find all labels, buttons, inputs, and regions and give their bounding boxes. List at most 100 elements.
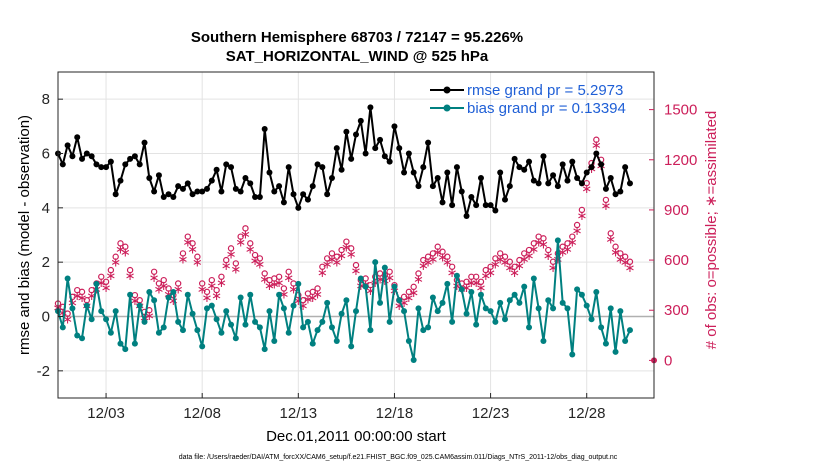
obs-possible-point — [112, 253, 119, 260]
rmse-point — [401, 169, 408, 176]
rmse-point — [530, 177, 537, 184]
rmse-point — [98, 164, 105, 171]
rmse-point — [612, 191, 619, 198]
bias-point — [314, 327, 321, 334]
bias-point — [386, 318, 393, 325]
obs-assimilated-point: ∗ — [437, 251, 448, 266]
bias-point — [588, 316, 595, 323]
rmse-point — [64, 142, 71, 149]
bias-point — [79, 335, 86, 342]
obs-assimilated-point: ∗ — [307, 291, 318, 306]
bias-point — [372, 259, 379, 266]
rmse-point — [593, 150, 600, 157]
bias-point — [439, 299, 446, 306]
obs-possible-point — [247, 240, 254, 247]
rmse-point — [626, 180, 633, 187]
rmse-point — [502, 196, 508, 203]
bias-point — [112, 308, 119, 315]
obs-assimilated-point: ∗ — [394, 299, 405, 314]
bias-point — [285, 329, 292, 336]
obs-assimilated-point: ∗ — [610, 246, 621, 261]
bias-point — [261, 346, 268, 353]
bias-point — [184, 291, 191, 298]
rmse-point — [256, 193, 263, 200]
obs-possible-point — [511, 263, 518, 270]
obs-possible-point — [155, 280, 163, 287]
rmse-point — [184, 180, 191, 187]
rmse-point — [434, 174, 441, 181]
rmse-point — [607, 174, 614, 181]
x-tick-label: 12/13 — [280, 405, 318, 422]
bias-point — [569, 351, 576, 358]
y2-axis-label: # of obs: o=possible; ∗=assimilated — [703, 111, 720, 350]
obs-possible-point — [314, 285, 321, 292]
obs-possible-point — [347, 245, 355, 252]
bias-point — [396, 297, 403, 304]
rmse-point — [449, 202, 456, 209]
rmse-point — [521, 166, 528, 173]
obs-assimilated-point: ∗ — [442, 256, 453, 271]
rmse-series — [55, 104, 633, 219]
legend: rmse grand pr = 5.2973 bias grand pr = 0… — [430, 82, 626, 117]
bias-point — [511, 291, 518, 298]
rmse-point — [545, 180, 552, 187]
obs-possible-point — [429, 250, 437, 257]
obs-assimilated-point: ∗ — [197, 282, 208, 297]
x-tick-label: 12/18 — [376, 405, 414, 422]
obs-assimilated-point: ∗ — [302, 293, 313, 308]
rmse-point — [309, 183, 316, 190]
obs-assimilated-point: ∗ — [567, 236, 578, 251]
y-axis-label: rmse and bias (model - observation) — [16, 115, 33, 355]
plot-area — [58, 72, 654, 398]
obs-possible-point — [275, 273, 283, 280]
obs-possible-point — [323, 255, 331, 262]
obs-assimilated-point: ∗ — [615, 252, 626, 267]
bias-point — [146, 289, 153, 296]
obs-possible-point — [126, 266, 134, 274]
bias-point — [401, 308, 408, 315]
rmse-point — [377, 136, 384, 143]
rmse-point — [93, 161, 100, 168]
bias-point — [530, 275, 537, 282]
bias-point — [502, 316, 508, 323]
x-axis-label: Dec.01,2011 00:00:00 start — [266, 428, 447, 445]
obs-possible-point — [434, 243, 441, 250]
bias-point — [328, 324, 335, 331]
rmse-point — [160, 193, 167, 200]
rmse-point — [372, 145, 379, 152]
obs-possible-point — [160, 276, 167, 284]
obs-assimilated-point: ∗ — [240, 227, 251, 242]
bias-point — [535, 305, 542, 312]
obs-assimilated-point: ∗ — [235, 236, 246, 251]
rmse-point — [535, 180, 542, 187]
obs-possible-point — [578, 206, 586, 214]
rmse-point — [328, 174, 335, 181]
obs-assimilated-point: ∗ — [418, 259, 429, 274]
obs-possible-point — [98, 273, 105, 280]
y2-tick-label: 600 — [664, 252, 689, 269]
rmse-point — [574, 174, 581, 181]
obs-assimilated-point: ∗ — [187, 242, 198, 257]
bias-point — [256, 324, 263, 331]
bias-point — [175, 318, 182, 325]
obs-possible-point — [420, 256, 427, 264]
bias-point — [136, 302, 143, 309]
obs-assimilated-point: ∗ — [557, 246, 568, 261]
bias-point — [564, 305, 571, 312]
bias-point — [540, 337, 547, 344]
bias-point — [468, 289, 475, 296]
bias-point — [266, 308, 273, 315]
obs-assimilated-point: ∗ — [548, 261, 559, 276]
rmse-point — [362, 150, 369, 157]
obs-possible-point — [612, 243, 619, 250]
rmse-point — [588, 164, 595, 171]
obs-possible-point — [285, 268, 292, 275]
bias-point — [300, 324, 307, 331]
obs-assimilated-point: ∗ — [365, 284, 376, 299]
bias-point — [204, 305, 210, 312]
bias-point — [482, 305, 489, 312]
rmse-point — [83, 150, 90, 157]
obs-assimilated-point: ∗ — [173, 282, 184, 297]
obs-possible-point — [184, 233, 191, 240]
